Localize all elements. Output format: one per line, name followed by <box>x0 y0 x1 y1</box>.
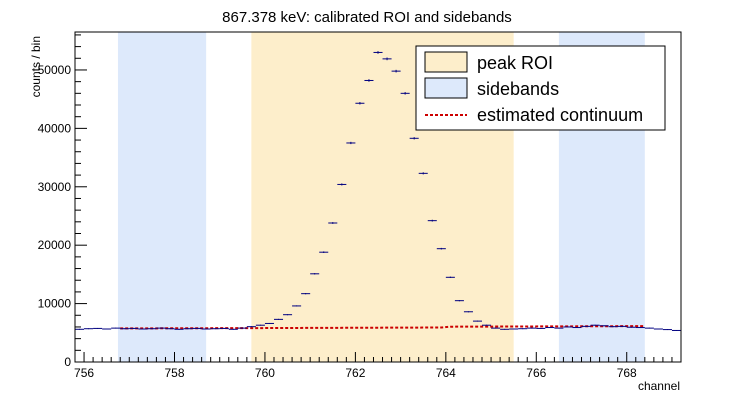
histogram-bin <box>237 327 247 329</box>
histogram-bin <box>482 324 492 326</box>
continuum-line <box>120 325 645 330</box>
histogram-bin <box>536 327 546 329</box>
histogram-bin <box>472 320 483 322</box>
histogram-bin <box>111 327 121 329</box>
x-tick-label: 762 <box>345 366 365 380</box>
histogram-bin <box>355 102 365 105</box>
histogram-bin <box>662 329 672 331</box>
histogram-bin <box>509 328 519 330</box>
histogram-bin <box>93 327 103 329</box>
histogram-bin <box>319 251 329 253</box>
histogram-bin <box>373 51 383 54</box>
histogram-bin <box>400 92 410 95</box>
histogram-bin <box>165 328 175 330</box>
histogram-bin <box>147 328 157 330</box>
x-axis: 756 758 760 762 764 766 768 <box>74 352 682 380</box>
histogram-bin <box>264 322 274 324</box>
histogram-bin <box>273 318 284 320</box>
x-tick-label: 756 <box>74 366 94 380</box>
y-tick-label: 30000 <box>38 180 72 194</box>
histogram-bin <box>84 328 94 330</box>
histogram-bin <box>626 326 636 328</box>
histogram-bin <box>500 328 510 330</box>
histogram-bin <box>418 172 428 175</box>
histogram-bin <box>599 325 609 327</box>
y-tick-label: 10000 <box>38 297 72 311</box>
histogram-bin <box>427 219 437 222</box>
histogram-bin <box>635 327 645 329</box>
histogram-bin <box>75 328 85 330</box>
histogram-bin <box>255 324 265 326</box>
histogram-bin <box>454 300 464 302</box>
y-tick-label: 20000 <box>38 238 72 252</box>
y-axis-label: counts / bin <box>29 36 43 97</box>
histogram-bin <box>491 327 501 329</box>
legend-label-continuum: estimated continuum <box>477 105 643 125</box>
histogram-bin <box>346 141 356 145</box>
histogram-bin <box>527 327 537 329</box>
plot-frame <box>74 31 682 363</box>
histogram-bin <box>391 69 401 73</box>
x-tick-label: 764 <box>436 366 456 380</box>
histogram-bin <box>545 327 555 329</box>
histogram-bin <box>671 329 681 331</box>
histogram-bin <box>563 326 573 328</box>
legend-label-sidebands: sidebands <box>477 79 559 99</box>
histogram-bin <box>608 326 618 328</box>
x-tick-label: 758 <box>164 366 184 380</box>
histogram-bin <box>617 325 627 327</box>
histogram-bin <box>337 183 347 186</box>
histogram-bin <box>463 311 473 313</box>
histogram-bin <box>581 325 591 327</box>
histogram-bin <box>219 327 229 329</box>
histogram-bin <box>228 328 238 330</box>
histogram-bin <box>310 273 320 275</box>
histogram-bin <box>572 327 582 329</box>
histogram-bin <box>653 328 663 330</box>
histogram-bin <box>301 293 311 295</box>
histogram-bin <box>436 247 446 250</box>
histogram-bin <box>210 328 220 330</box>
histogram-bin <box>192 327 202 329</box>
legend-swatch-sidebands <box>424 77 468 99</box>
histogram-bin <box>292 305 302 307</box>
x-tick-label: 766 <box>526 366 546 380</box>
histogram-bin <box>183 328 193 330</box>
continuum-layer <box>120 325 645 330</box>
y-tick-label: 40000 <box>38 121 72 135</box>
y-tick-label: 50000 <box>38 63 72 77</box>
histogram-bin <box>409 137 419 140</box>
legend-swatch-peak-roi <box>424 51 468 73</box>
histogram-bin <box>364 79 374 82</box>
y-axis: 0 10000 20000 30000 40000 50000 <box>38 34 87 369</box>
chart-title: 867.378 keV: calibrated ROI and sideband… <box>222 9 512 26</box>
legend-label-peak-roi: peak ROI <box>477 53 553 73</box>
histogram-bin <box>445 276 455 279</box>
histogram-bin <box>644 327 654 329</box>
histogram-bin <box>129 327 139 329</box>
sideband-region-1 <box>117 32 207 362</box>
histogram-bin <box>120 328 130 330</box>
histogram-bin <box>138 328 148 330</box>
histogram-bin <box>102 328 112 330</box>
x-tick-label: 760 <box>255 366 275 380</box>
histogram-bin <box>246 326 256 328</box>
histogram-bin <box>201 328 211 330</box>
histogram-bin <box>156 327 166 329</box>
histogram-bin <box>328 222 338 224</box>
histogram-bin <box>554 327 564 329</box>
histogram-bin <box>590 324 600 326</box>
legend: peak ROI sidebands estimated continuum <box>415 45 666 131</box>
y-tick-label: 0 <box>64 355 71 369</box>
histogram-bin <box>518 328 528 330</box>
x-axis-label: channel <box>638 379 680 393</box>
histogram-bin <box>283 314 293 316</box>
x-tick-label: 768 <box>617 366 637 380</box>
histogram-bin <box>174 328 184 330</box>
histogram-layer <box>75 51 681 331</box>
histogram-bin <box>382 57 392 61</box>
